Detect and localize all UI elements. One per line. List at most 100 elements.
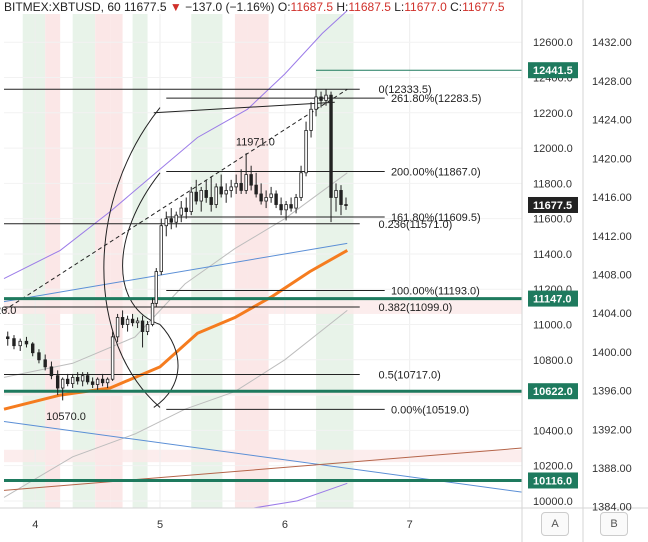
session-band — [132, 14, 148, 508]
secondary-axis-tick-label: 1412.00 — [592, 231, 632, 243]
candle-body — [194, 191, 198, 202]
price-axis-tick-label: 11000.0 — [533, 320, 572, 332]
price-axis-tick-label: 10000.0 — [533, 496, 573, 508]
secondary-axis-tick-label: 1392.00 — [592, 424, 632, 436]
fib-arc — [103, 107, 161, 408]
symbol-legend: BITMEX:XBTUSD, 60 11677.5 ▼ −137.0 (−1.1… — [4, 0, 505, 14]
candle-body — [334, 190, 338, 198]
candle-body — [43, 359, 47, 368]
candle-body — [110, 336, 115, 380]
fib-arc-3 — [153, 324, 179, 408]
candle-body — [100, 378, 105, 384]
session-band — [72, 14, 96, 508]
candle-body — [324, 94, 328, 101]
price-tag-label: 12441.5 — [533, 65, 573, 77]
secondary-axis-tick-label: 1420.00 — [592, 153, 632, 165]
price-axis-tick-label: 12000.0 — [533, 143, 573, 155]
price-axis-tick-label: 10800.0 — [533, 355, 573, 367]
candle-body — [189, 191, 193, 212]
candle-body — [314, 96, 318, 110]
candle-body — [95, 378, 100, 385]
candle-body — [154, 271, 158, 304]
candle-body — [294, 197, 298, 209]
time-axis-tick-label: 5 — [157, 519, 163, 531]
price-axis-tick-label: 11400.0 — [533, 249, 572, 261]
candle-body — [55, 375, 60, 389]
candle-body — [90, 381, 95, 385]
time-axis-tick-label: 4 — [32, 519, 38, 531]
level-zone — [4, 298, 522, 314]
close-value: 11677.5 — [462, 0, 505, 14]
candle-body — [259, 193, 263, 202]
price-tag — [528, 383, 578, 400]
candle-body — [284, 204, 288, 211]
price-tag-label: 11677.5 — [533, 200, 572, 212]
price-tag — [528, 472, 578, 489]
session-band — [45, 14, 61, 508]
candle-body — [269, 193, 273, 198]
session-band — [247, 14, 269, 508]
candle-body — [105, 378, 110, 384]
candle-body — [304, 130, 308, 174]
secondary-axis-tick-label: 1408.00 — [592, 269, 632, 281]
auto-scale-button[interactable]: A — [541, 512, 569, 536]
candle-body — [209, 197, 213, 205]
candle-body — [130, 318, 135, 324]
candle-body — [214, 186, 218, 205]
fib-extension-label: 161.80%(11609.5) — [391, 212, 481, 224]
candle-body — [339, 190, 343, 205]
candle-body — [31, 343, 35, 354]
secondary-axis-tick-label: 1400.00 — [592, 347, 632, 359]
candle-body — [164, 218, 168, 227]
candle-body — [150, 302, 155, 325]
secondary-axis-tick-label: 1424.00 — [592, 115, 632, 127]
candle-body — [115, 317, 120, 338]
secondary-axis-tick-label: 1404.00 — [592, 308, 632, 320]
close-label: C: — [450, 0, 463, 14]
secondary-axis-tick-label: 1416.00 — [592, 192, 632, 204]
price-axis-tick-label: 11600.0 — [533, 214, 572, 226]
price-tag — [528, 196, 578, 213]
fib-anchor-line — [153, 101, 335, 114]
candle-body — [49, 366, 54, 377]
time-axis-tick-label: 6 — [282, 519, 288, 531]
fib-retracement-label: 0.5(10717.0) — [378, 369, 440, 381]
b-scale-button[interactable]: B — [600, 512, 628, 536]
candle-body — [6, 336, 10, 340]
candle-body — [174, 214, 178, 223]
candle-body — [125, 318, 130, 325]
candle-body — [65, 378, 70, 385]
candle-body — [24, 340, 29, 345]
candle-body — [244, 174, 248, 191]
fib-arc-2 — [122, 172, 161, 325]
level-zone — [4, 391, 522, 396]
price-tag — [528, 290, 578, 307]
candle-body — [18, 340, 22, 347]
symbol-label[interactable]: BITMEX:XBTUSD, 60 — [4, 0, 121, 14]
ma-gray-line-2 — [3, 172, 348, 378]
fib-retracement-label: 0(12333.5) — [378, 84, 431, 96]
candle-body — [219, 186, 223, 195]
candle-body — [140, 320, 145, 332]
candle-body — [179, 207, 183, 216]
candle-body — [60, 378, 65, 389]
candle-body — [145, 324, 150, 332]
candle-body — [80, 375, 85, 382]
candle-body — [239, 182, 243, 191]
price-axis-tick-label: 10200.0 — [533, 461, 573, 473]
price-annotation: 10570.0 — [46, 411, 86, 423]
trend-line-brown — [3, 447, 523, 491]
secondary-axis-tick-label: 1388.00 — [592, 463, 632, 475]
price-annotation: 26.0 — [0, 305, 16, 317]
price-annotation: 11971.0 — [236, 136, 275, 148]
candle-body — [289, 204, 293, 209]
candle-body — [70, 377, 75, 385]
candle-body — [224, 190, 228, 195]
price-tag-label: 10622.0 — [533, 386, 573, 398]
price-axis-tick-label: 12600.0 — [533, 37, 573, 49]
price-tag — [528, 62, 578, 79]
candle-body — [309, 108, 313, 131]
ma-purple-lower — [253, 482, 348, 509]
secondary-axis-tick-label: 1384.00 — [592, 502, 632, 514]
